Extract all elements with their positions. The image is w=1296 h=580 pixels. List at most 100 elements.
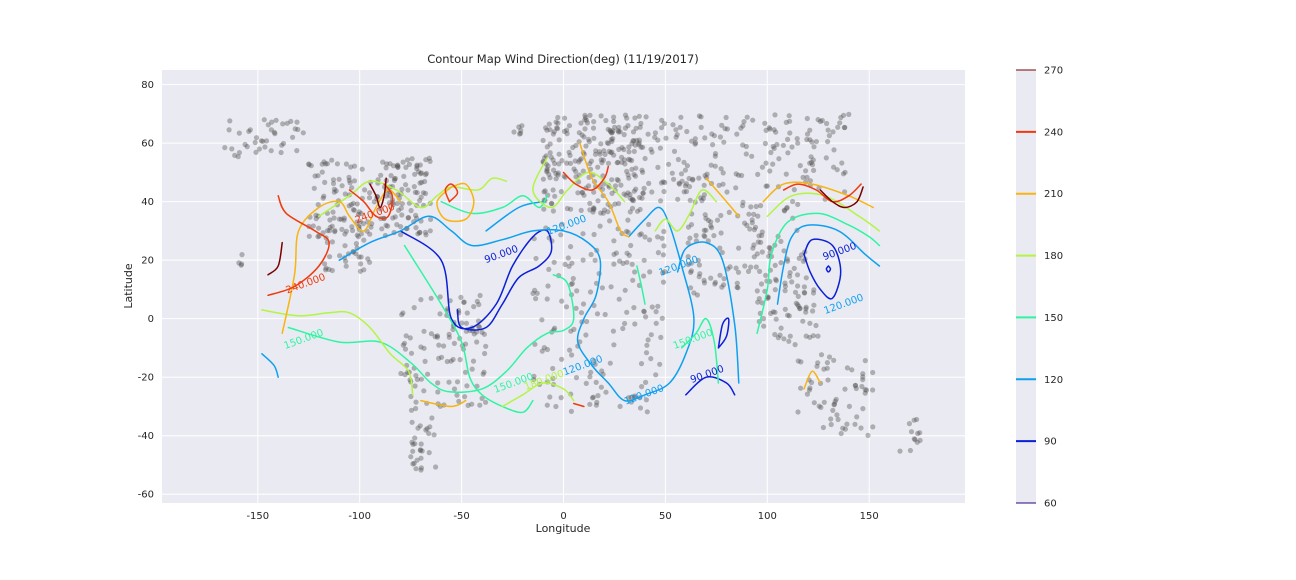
station-point bbox=[569, 260, 575, 266]
station-point bbox=[386, 200, 392, 206]
station-point bbox=[712, 163, 718, 169]
station-point bbox=[609, 149, 615, 155]
station-point bbox=[591, 358, 597, 364]
station-point bbox=[555, 172, 561, 178]
station-point bbox=[813, 139, 820, 145]
station-point bbox=[757, 268, 763, 274]
station-point bbox=[421, 328, 427, 334]
station-point bbox=[278, 149, 284, 156]
station-point bbox=[795, 140, 801, 146]
station-point bbox=[547, 150, 553, 156]
station-point bbox=[479, 329, 485, 335]
station-point bbox=[724, 126, 731, 132]
station-point bbox=[385, 223, 391, 229]
station-point bbox=[808, 154, 814, 160]
station-point bbox=[354, 219, 360, 225]
station-point bbox=[625, 123, 631, 129]
station-point bbox=[735, 285, 741, 291]
station-point bbox=[463, 320, 469, 326]
station-point bbox=[605, 140, 612, 147]
station-point bbox=[676, 181, 683, 187]
station-point bbox=[811, 167, 817, 173]
station-point bbox=[226, 127, 232, 133]
station-point bbox=[570, 275, 576, 282]
station-point bbox=[351, 178, 358, 184]
station-point bbox=[586, 183, 592, 189]
station-point bbox=[616, 146, 622, 152]
station-point bbox=[685, 224, 692, 230]
station-point bbox=[563, 304, 570, 310]
station-point bbox=[422, 172, 429, 178]
station-point bbox=[392, 214, 398, 220]
station-point bbox=[800, 318, 806, 324]
station-point bbox=[418, 170, 425, 176]
station-point bbox=[227, 118, 233, 124]
station-points bbox=[222, 111, 923, 473]
station-point bbox=[590, 394, 597, 400]
station-point bbox=[810, 308, 816, 314]
station-point bbox=[631, 188, 637, 194]
station-point bbox=[357, 218, 363, 225]
station-point bbox=[787, 273, 793, 279]
station-point bbox=[356, 254, 362, 260]
station-point bbox=[740, 199, 746, 205]
station-point bbox=[750, 117, 756, 123]
station-point bbox=[655, 234, 661, 240]
station-point bbox=[474, 298, 480, 304]
station-point bbox=[583, 332, 589, 338]
station-point bbox=[733, 265, 739, 271]
station-point bbox=[914, 439, 920, 445]
station-point bbox=[797, 305, 803, 311]
station-point bbox=[417, 447, 423, 454]
station-point bbox=[748, 204, 754, 210]
station-point bbox=[354, 232, 360, 238]
station-point bbox=[625, 217, 631, 223]
station-point bbox=[838, 114, 844, 121]
station-point bbox=[810, 157, 816, 163]
station-point bbox=[350, 200, 356, 206]
station-point bbox=[630, 198, 637, 204]
station-point bbox=[784, 204, 790, 211]
station-point bbox=[735, 172, 742, 178]
station-point bbox=[578, 156, 584, 162]
station-point bbox=[696, 175, 702, 181]
station-point bbox=[622, 287, 628, 293]
station-point bbox=[659, 315, 665, 321]
station-point bbox=[403, 333, 409, 339]
station-point bbox=[612, 201, 618, 207]
station-point bbox=[825, 139, 831, 145]
station-point bbox=[831, 401, 838, 407]
station-point bbox=[676, 180, 682, 186]
station-point bbox=[796, 303, 802, 309]
station-point bbox=[412, 435, 418, 441]
station-point bbox=[367, 190, 373, 196]
station-point bbox=[406, 161, 412, 167]
station-point bbox=[414, 457, 420, 463]
station-point bbox=[410, 448, 416, 454]
station-point bbox=[671, 176, 677, 182]
station-point bbox=[408, 407, 415, 413]
station-point bbox=[280, 121, 286, 127]
contour-line-210 bbox=[803, 370, 822, 390]
station-point bbox=[405, 187, 411, 193]
station-point bbox=[686, 175, 692, 182]
station-point bbox=[625, 172, 631, 178]
station-point bbox=[369, 221, 375, 227]
station-point bbox=[718, 166, 724, 172]
chart-title: Contour Map Wind Direction(deg) (11/19/2… bbox=[427, 52, 699, 66]
station-point bbox=[416, 230, 423, 236]
station-point bbox=[641, 257, 647, 263]
station-point bbox=[533, 255, 539, 262]
station-point bbox=[574, 288, 580, 294]
station-point bbox=[777, 332, 783, 338]
station-point bbox=[306, 233, 312, 239]
station-point bbox=[627, 195, 633, 201]
station-point bbox=[580, 231, 586, 237]
contour-line-120 bbox=[261, 353, 279, 378]
station-point bbox=[733, 171, 739, 177]
station-point bbox=[627, 157, 633, 163]
station-point bbox=[646, 221, 652, 228]
station-point bbox=[648, 332, 654, 338]
station-point bbox=[708, 162, 714, 168]
station-point bbox=[846, 111, 852, 117]
